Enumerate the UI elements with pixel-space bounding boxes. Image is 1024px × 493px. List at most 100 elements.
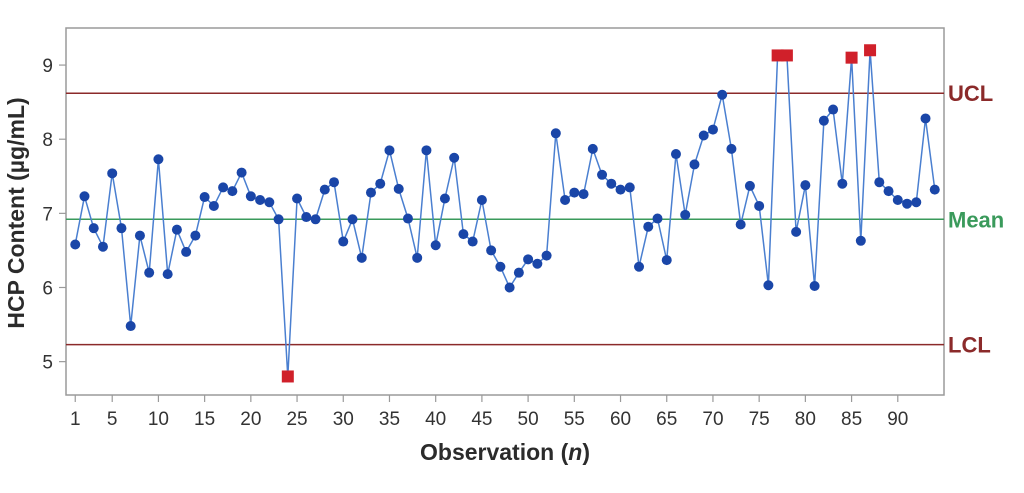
x-tick-label: 10	[148, 409, 169, 430]
x-tick-label: 25	[286, 409, 307, 430]
data-point	[902, 198, 913, 209]
data-point	[560, 195, 571, 206]
data-point	[107, 168, 118, 179]
data-points	[70, 44, 940, 383]
data-point	[920, 113, 931, 124]
data-point	[301, 212, 312, 223]
data-point	[476, 195, 487, 206]
data-point	[227, 186, 238, 197]
data-point	[199, 192, 210, 203]
out-of-control-point	[281, 370, 294, 383]
data-point	[264, 197, 275, 208]
data-point	[255, 195, 266, 206]
data-point	[661, 255, 672, 266]
x-tick-label: 15	[194, 409, 215, 430]
x-tick-label: 90	[887, 409, 908, 430]
data-point	[236, 167, 247, 178]
x-tick-label: 40	[425, 409, 446, 430]
data-point	[726, 143, 737, 154]
data-point	[356, 252, 367, 263]
data-point	[587, 143, 598, 154]
reference-lines	[66, 92, 944, 346]
x-tick-label: 85	[841, 409, 862, 430]
y-tick-label: 7	[42, 204, 53, 225]
x-axis-title-main: Observation (	[420, 439, 569, 465]
data-point	[929, 184, 940, 195]
out-of-control-point	[864, 44, 877, 57]
data-point	[495, 261, 506, 272]
y-tick-label: 8	[42, 130, 53, 151]
data-point	[347, 214, 358, 225]
data-point	[375, 178, 386, 189]
data-point	[319, 184, 330, 195]
data-point	[421, 145, 432, 156]
out-of-control-point	[771, 49, 784, 62]
data-point	[643, 221, 654, 232]
data-point	[569, 187, 580, 198]
x-tick-label: 65	[656, 409, 677, 430]
x-tick-label: 35	[379, 409, 400, 430]
lcl-label: LCL	[948, 333, 991, 358]
x-tick-label: 30	[333, 409, 354, 430]
data-point	[181, 246, 192, 257]
x-tick-label: 50	[518, 409, 539, 430]
data-point	[597, 169, 608, 180]
data-point	[162, 269, 173, 280]
data-point	[744, 180, 755, 191]
plot-frame	[65, 27, 945, 396]
data-point	[208, 200, 219, 211]
out-of-control-point	[780, 49, 793, 62]
data-point	[578, 189, 589, 200]
reference-labels: UCL Mean LCL	[948, 81, 1004, 357]
x-tick-label: 20	[240, 409, 261, 430]
data-point	[800, 180, 811, 191]
data-point	[171, 224, 182, 235]
data-point	[754, 200, 765, 211]
series-line-group	[74, 50, 936, 377]
data-point	[670, 149, 681, 160]
data-point	[883, 186, 894, 197]
x-axis-title-end: )	[582, 439, 590, 465]
data-point	[791, 226, 802, 237]
x-tick-label: 70	[702, 409, 723, 430]
x-tick-label: 80	[795, 409, 816, 430]
data-point	[892, 195, 903, 206]
data-point	[116, 223, 127, 234]
data-point	[818, 115, 829, 126]
data-point	[310, 214, 321, 225]
data-point	[735, 219, 746, 230]
ucl-label: UCL	[948, 81, 993, 106]
x-tick-label: 5	[107, 409, 118, 430]
x-axis-ticks: 1 5 10 15 20 25 30 35 40 45 50 55 60 65 70 75 80 85 90	[70, 395, 908, 430]
data-point	[707, 124, 718, 135]
data-point	[134, 230, 145, 241]
data-point	[615, 184, 626, 195]
data-point	[292, 193, 303, 204]
data-point	[550, 128, 561, 139]
data-point	[504, 282, 515, 293]
out-of-control-point	[845, 51, 858, 64]
data-point	[652, 213, 663, 224]
data-point	[412, 252, 423, 263]
data-point	[365, 187, 376, 198]
data-point	[70, 239, 81, 250]
data-point	[689, 159, 700, 170]
data-point	[809, 281, 820, 292]
series-line	[74, 50, 936, 377]
data-point	[329, 177, 340, 188]
data-point	[911, 197, 922, 208]
data-point	[153, 154, 164, 165]
data-point	[79, 191, 90, 202]
y-tick-label: 6	[42, 278, 53, 299]
data-point	[245, 191, 256, 202]
data-point	[402, 213, 413, 224]
data-point	[541, 250, 552, 261]
data-point	[190, 230, 201, 241]
data-point	[624, 182, 635, 193]
data-point	[97, 241, 108, 252]
x-axis-title-italic: n	[568, 439, 582, 465]
data-point	[218, 182, 229, 193]
x-tick-label: 55	[564, 409, 585, 430]
data-point	[88, 223, 99, 234]
